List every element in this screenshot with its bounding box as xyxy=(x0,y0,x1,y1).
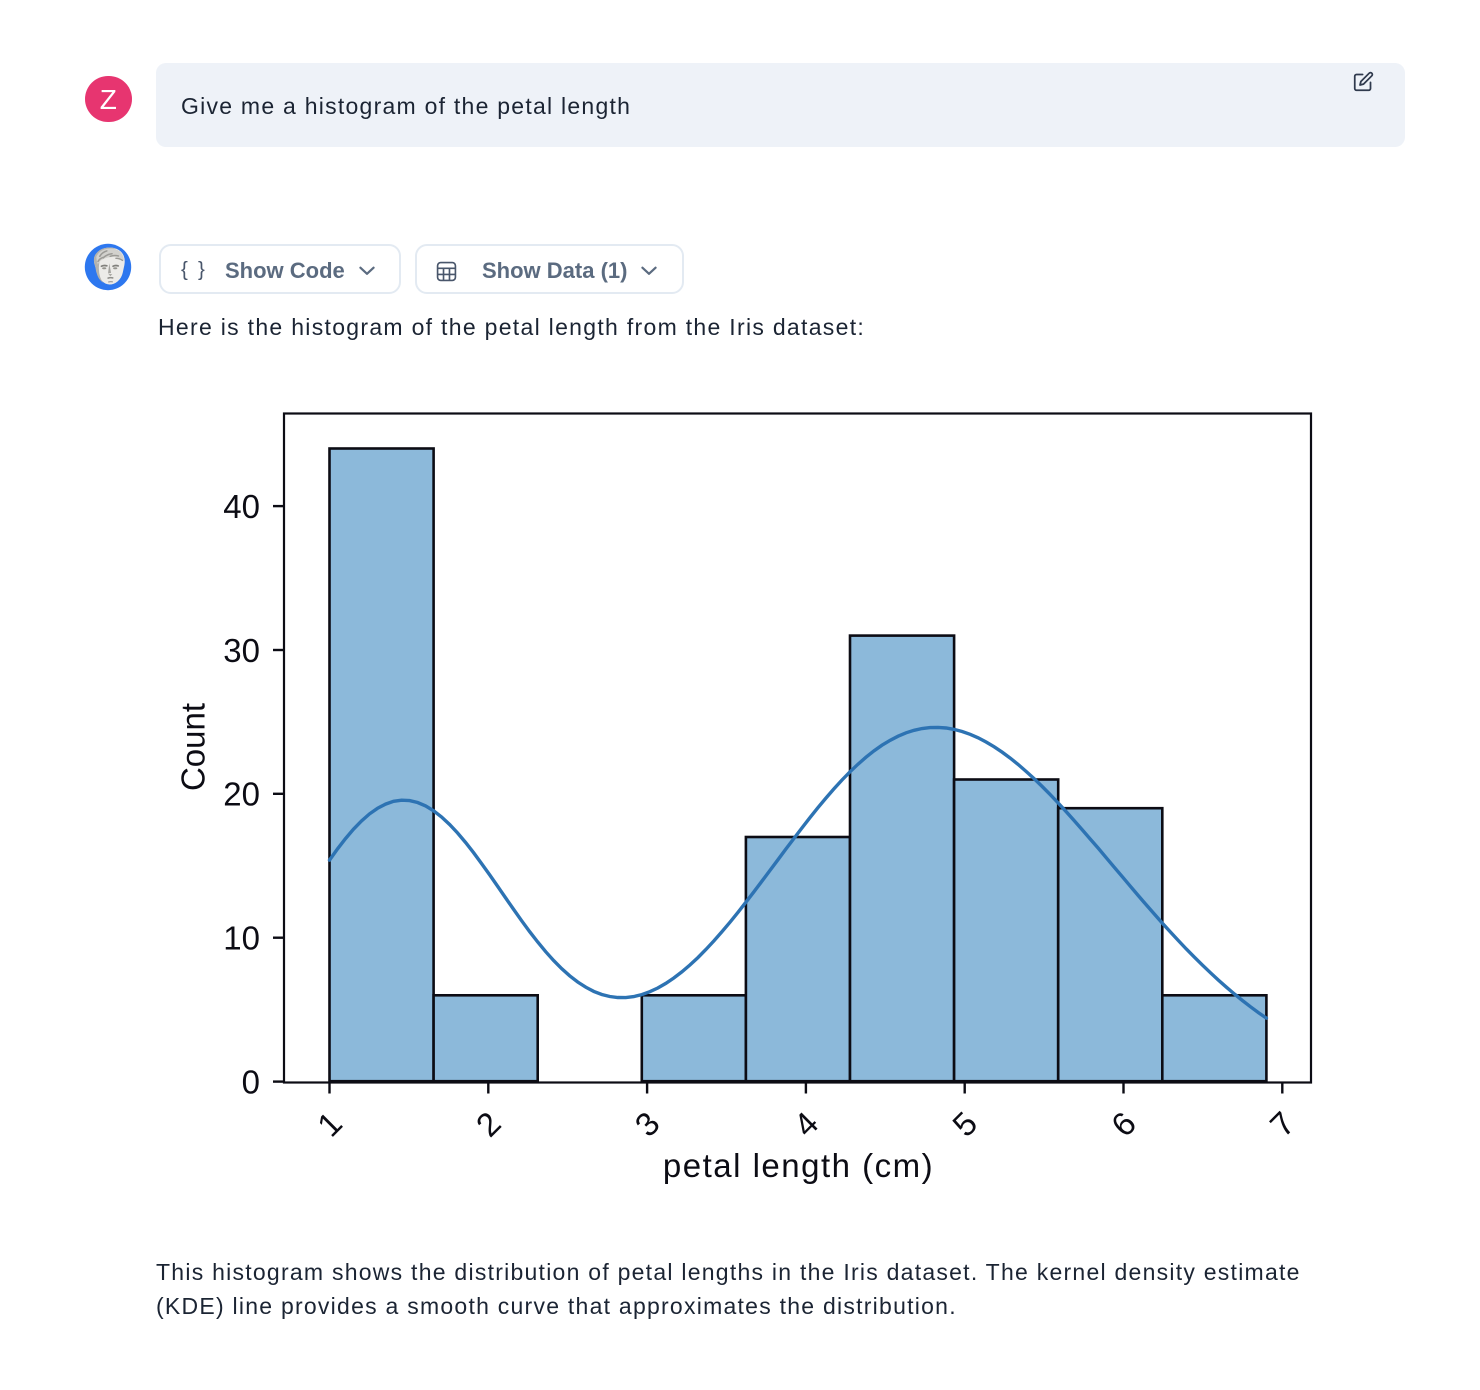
svg-text:20: 20 xyxy=(223,776,260,813)
svg-text:petal length (cm): petal length (cm) xyxy=(663,1147,934,1184)
svg-text:4: 4 xyxy=(786,1104,825,1143)
svg-text:3: 3 xyxy=(628,1104,667,1143)
svg-text:40: 40 xyxy=(223,488,260,525)
svg-text:0: 0 xyxy=(242,1063,260,1100)
svg-text:2: 2 xyxy=(469,1104,508,1143)
svg-text:6: 6 xyxy=(1104,1104,1143,1143)
svg-text:10: 10 xyxy=(223,920,260,957)
svg-text:Count: Count xyxy=(175,703,212,791)
svg-text:7: 7 xyxy=(1263,1104,1302,1143)
svg-text:5: 5 xyxy=(945,1104,984,1143)
svg-text:1: 1 xyxy=(310,1104,349,1143)
svg-text:30: 30 xyxy=(223,632,260,669)
